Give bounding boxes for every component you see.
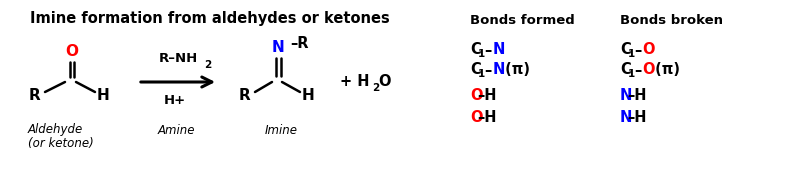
Text: + H: + H xyxy=(340,74,370,89)
Text: 1: 1 xyxy=(628,69,635,79)
Text: (π): (π) xyxy=(500,63,530,78)
Text: –H: –H xyxy=(478,88,498,103)
Text: H: H xyxy=(302,88,314,103)
Text: (π): (π) xyxy=(650,63,680,78)
Text: –: – xyxy=(485,42,492,57)
Text: H+: H+ xyxy=(164,94,186,107)
Text: 1: 1 xyxy=(628,49,635,59)
Text: H: H xyxy=(97,88,110,103)
Text: O: O xyxy=(470,111,482,126)
Text: 1: 1 xyxy=(478,49,485,59)
Text: –H: –H xyxy=(628,88,647,103)
Text: C: C xyxy=(470,63,481,78)
Text: R–NH: R–NH xyxy=(158,51,198,65)
Text: 2: 2 xyxy=(204,60,211,70)
Text: O: O xyxy=(642,63,655,78)
Text: C: C xyxy=(620,42,630,57)
Text: Amine: Amine xyxy=(158,123,195,137)
Text: –: – xyxy=(634,63,642,78)
Text: Bonds broken: Bonds broken xyxy=(620,13,723,26)
Text: O: O xyxy=(642,42,655,57)
Text: –H: –H xyxy=(628,111,647,126)
Text: O: O xyxy=(470,88,482,103)
Text: N: N xyxy=(492,63,505,78)
Text: N: N xyxy=(272,41,284,55)
Text: R: R xyxy=(239,88,251,103)
Text: –: – xyxy=(634,42,642,57)
Text: O: O xyxy=(66,45,78,60)
Text: Imine formation from aldehydes or ketones: Imine formation from aldehydes or ketone… xyxy=(30,11,390,26)
Text: Imine: Imine xyxy=(265,123,298,137)
Text: C: C xyxy=(620,63,630,78)
Text: (or ketone): (or ketone) xyxy=(28,137,94,151)
Text: O: O xyxy=(378,74,390,89)
Text: Bonds formed: Bonds formed xyxy=(470,13,574,26)
Text: N: N xyxy=(492,42,505,57)
Text: Aldehyde: Aldehyde xyxy=(28,123,83,137)
Text: –H: –H xyxy=(478,111,498,126)
Text: N: N xyxy=(620,88,632,103)
Text: C: C xyxy=(470,42,481,57)
Text: 1: 1 xyxy=(478,69,485,79)
Text: N: N xyxy=(620,111,632,126)
Text: R: R xyxy=(29,88,41,103)
Text: 2: 2 xyxy=(372,83,379,93)
Text: –R: –R xyxy=(290,36,309,51)
Text: –: – xyxy=(485,63,492,78)
